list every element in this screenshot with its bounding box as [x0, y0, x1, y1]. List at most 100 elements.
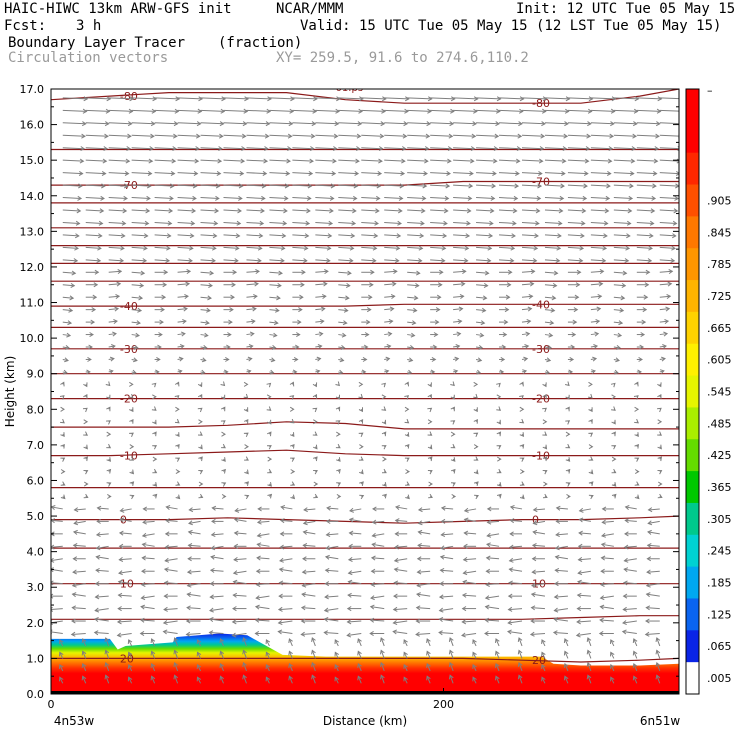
valid-time: Valid: 15 UTC Tue 05 May 15 (12 LST Tue …	[300, 18, 722, 34]
vector-arrowhead	[495, 638, 500, 643]
circulation-vector	[521, 345, 529, 348]
circulation-vector	[220, 638, 224, 647]
vector-arrowhead	[171, 158, 177, 164]
circulation-vector	[384, 109, 408, 112]
circulation-vector	[177, 147, 199, 150]
vector-arrowhead	[372, 506, 377, 512]
vector-arrowhead	[645, 618, 650, 624]
vector-arrowhead	[249, 331, 255, 337]
vector-arrowhead	[494, 133, 500, 139]
vector-arrowhead	[266, 382, 272, 388]
vector-arrowhead	[492, 158, 498, 164]
vector-arrowhead	[60, 494, 66, 500]
vector-arrowhead	[140, 595, 146, 601]
vector-arrowhead	[321, 294, 327, 299]
vector-arrowhead	[94, 607, 100, 613]
circulation-vector	[476, 284, 488, 287]
vector-arrowhead	[100, 195, 105, 201]
vector-arrowhead	[486, 258, 492, 264]
vector-arrowhead	[576, 269, 582, 275]
circulation-vector	[269, 221, 287, 224]
vector-arrowhead	[188, 258, 193, 264]
vector-arrowhead	[611, 419, 616, 425]
circulation-vector	[407, 346, 414, 349]
circulation-vector	[200, 284, 213, 287]
circulation-vector	[257, 520, 270, 523]
circulation-vector	[613, 321, 623, 324]
vector-arrowhead	[243, 108, 249, 114]
circulation-vector	[613, 134, 637, 137]
vector-arrowhead	[106, 420, 111, 425]
circulation-vector	[131, 134, 154, 137]
vector-arrowhead	[323, 630, 329, 636]
vector-arrowhead	[440, 258, 446, 264]
vector-arrowhead	[456, 331, 462, 337]
vector-arrowhead	[473, 469, 479, 475]
vector-arrowhead	[450, 443, 456, 449]
y-tick-label: 15.0	[20, 154, 45, 167]
circulation-vector	[187, 607, 201, 610]
circulation-vector	[453, 221, 470, 224]
vector-arrowhead	[519, 406, 525, 412]
circulation-vector	[602, 520, 614, 523]
vector-arrowhead	[538, 170, 543, 176]
vector-arrowhead	[287, 133, 293, 139]
circulation-vector	[246, 259, 261, 262]
vector-arrowhead	[266, 406, 272, 411]
vector-arrowhead	[271, 345, 277, 350]
vector-arrowhead	[563, 650, 569, 656]
circulation-vector	[164, 582, 178, 585]
vector-arrowhead	[415, 618, 421, 624]
circulation-vector	[246, 109, 271, 112]
vector-arrowhead	[60, 432, 65, 437]
circulation-vector	[108, 197, 128, 200]
vector-arrowhead	[250, 319, 256, 324]
vector-arrowhead	[139, 617, 145, 623]
vector-arrowhead	[577, 543, 583, 549]
vector-arrowhead	[286, 158, 291, 164]
circulation-vector	[453, 134, 476, 137]
circulation-vector	[223, 184, 243, 187]
vector-arrowhead	[610, 639, 615, 644]
vector-arrowhead	[601, 532, 606, 538]
vector-arrowhead	[237, 208, 242, 214]
vector-arrowhead	[347, 570, 353, 576]
circulation-vector	[326, 533, 339, 536]
circulation-vector	[648, 520, 660, 524]
circulation-vector	[407, 147, 429, 150]
vector-arrowhead	[181, 331, 186, 337]
vector-arrowhead	[117, 606, 122, 612]
vector-arrowhead	[302, 556, 307, 562]
temperature-contour	[51, 657, 679, 663]
vector-arrowhead	[655, 661, 661, 667]
circulation-vector	[610, 664, 615, 672]
vector-arrowhead	[647, 258, 653, 264]
circulation-vector	[186, 633, 201, 635]
vector-arrowhead	[107, 493, 112, 499]
circulation-vector	[613, 346, 621, 349]
circulation-vector	[269, 109, 294, 112]
x-tick-label: 0	[48, 698, 55, 711]
vector-arrowhead	[218, 133, 224, 139]
vector-arrowhead	[534, 233, 539, 239]
vector-arrowhead	[179, 344, 185, 349]
vector-arrowhead	[518, 121, 523, 127]
vector-arrowhead	[588, 96, 594, 102]
circulation-vector	[476, 296, 487, 299]
vector-arrowhead	[436, 294, 442, 300]
vector-arrowhead	[269, 369, 275, 375]
vector-arrowhead	[114, 306, 120, 312]
vector-arrowhead	[93, 630, 99, 636]
circulation-vector	[462, 620, 477, 623]
vector-arrowhead	[606, 183, 611, 189]
vector-arrowhead	[292, 369, 298, 375]
vector-arrowhead	[196, 664, 202, 669]
circulation-vector	[407, 209, 425, 212]
circulation-vector	[200, 134, 223, 137]
vector-arrowhead	[164, 531, 170, 537]
vector-arrowhead	[537, 183, 543, 189]
circulation-vector	[131, 334, 140, 337]
circulation-vector	[426, 676, 431, 684]
vector-arrowhead	[549, 320, 555, 326]
circulation-vector	[495, 676, 500, 684]
